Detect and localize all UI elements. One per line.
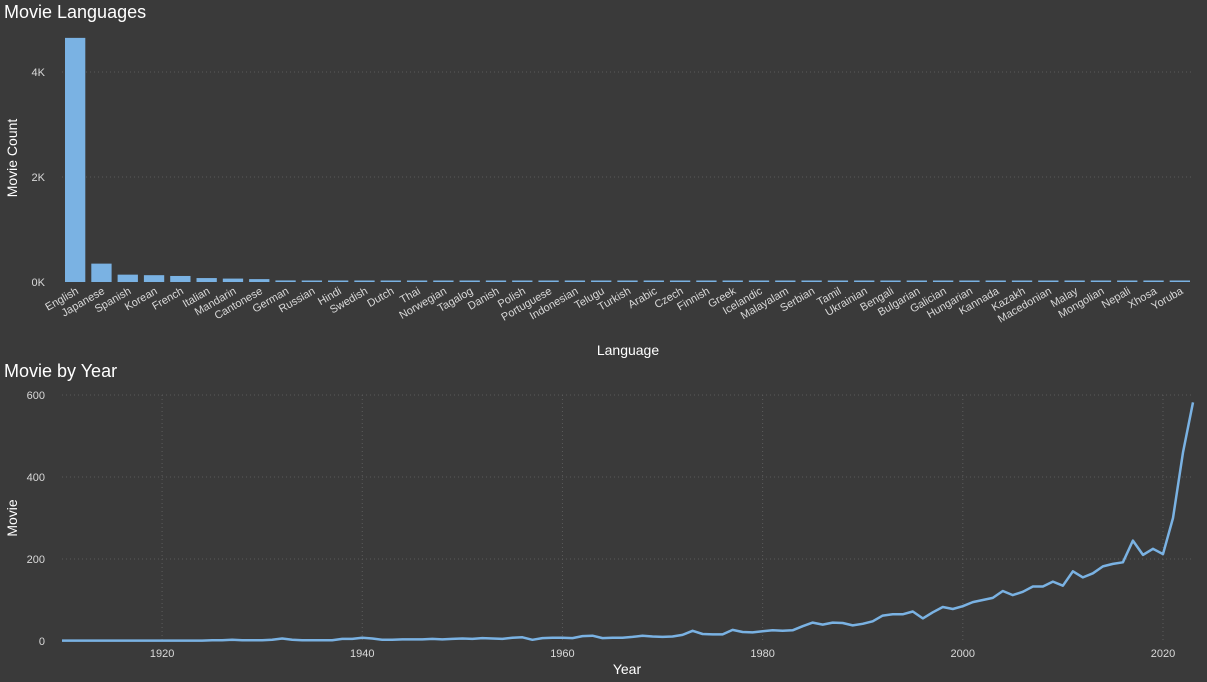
line-x-tick-label: 1920 (150, 648, 174, 660)
bar (643, 280, 664, 282)
bar (143, 275, 165, 282)
bar (827, 280, 849, 282)
languages-bar-chart: 0K2K4KEnglishJapaneseSpanishKoreanFrench… (4, 37, 1193, 358)
bar (196, 278, 217, 282)
bar-y-tick-label: 2K (32, 172, 46, 184)
bar (301, 280, 323, 282)
line-y-tick-label: 600 (27, 390, 45, 402)
bar (985, 280, 1006, 282)
bar (669, 280, 691, 282)
bar-x-tick-label: Nepali (1100, 285, 1133, 311)
bar (459, 280, 480, 282)
bar (117, 274, 138, 282)
bar (748, 280, 770, 282)
bar (932, 280, 954, 282)
bar (249, 279, 270, 282)
series-line (62, 402, 1195, 642)
bar (1011, 280, 1033, 282)
year-line-chart: 0 200 400 600 1920 1940 1960 1980 2000 2020 Year Mo… (4, 390, 1195, 677)
bar (1143, 280, 1164, 282)
line-x-tick-label: 1980 (750, 648, 774, 660)
bar (222, 278, 244, 282)
bar-y-tick-label: 0K (32, 277, 46, 289)
bar (1090, 280, 1112, 282)
bar (564, 280, 586, 282)
line-x-tick-label: 1960 (550, 648, 574, 660)
bar (1038, 280, 1059, 282)
bar (328, 280, 349, 282)
bar-x-tick-label: Dutch (365, 285, 396, 310)
line-y-tick-label: 200 (27, 554, 45, 566)
line-y-tick-label: 400 (27, 472, 45, 484)
bar (959, 280, 980, 282)
bar (354, 280, 375, 282)
bar (854, 280, 875, 282)
bar-y-tick-label: 4K (32, 67, 46, 79)
bar (880, 280, 901, 282)
line-y-tick-label: 0 (39, 636, 45, 648)
bar (696, 280, 717, 282)
bar (906, 280, 927, 282)
bar (617, 280, 638, 282)
bar (591, 280, 612, 282)
languages-chart-title: Movie Languages (4, 2, 147, 22)
bar (433, 280, 454, 282)
line-x-tick-label: 1940 (350, 648, 374, 660)
bar (1117, 280, 1138, 282)
line-x-tick-label: 2020 (1151, 648, 1175, 660)
bar (91, 263, 112, 282)
bar (275, 280, 296, 282)
bar (801, 280, 822, 282)
line-x-axis-title: Year (613, 661, 642, 677)
bar (538, 280, 559, 282)
bar (406, 280, 428, 282)
bar (485, 280, 507, 282)
bar-x-axis-title: Language (597, 342, 660, 358)
bar (65, 37, 86, 282)
bar-x-tick-label: Arabic (626, 285, 659, 311)
bar (380, 280, 401, 282)
bar (1169, 280, 1190, 282)
year-chart-title: Movie by Year (4, 361, 118, 381)
bar-y-axis-title: Movie Count (4, 119, 20, 198)
bar (1064, 280, 1085, 282)
line-x-tick-label: 2000 (951, 648, 975, 660)
bar (512, 280, 533, 282)
bar (722, 280, 743, 282)
line-y-axis-title: Movie (4, 499, 20, 537)
bar (775, 280, 796, 282)
bar (170, 275, 191, 282)
